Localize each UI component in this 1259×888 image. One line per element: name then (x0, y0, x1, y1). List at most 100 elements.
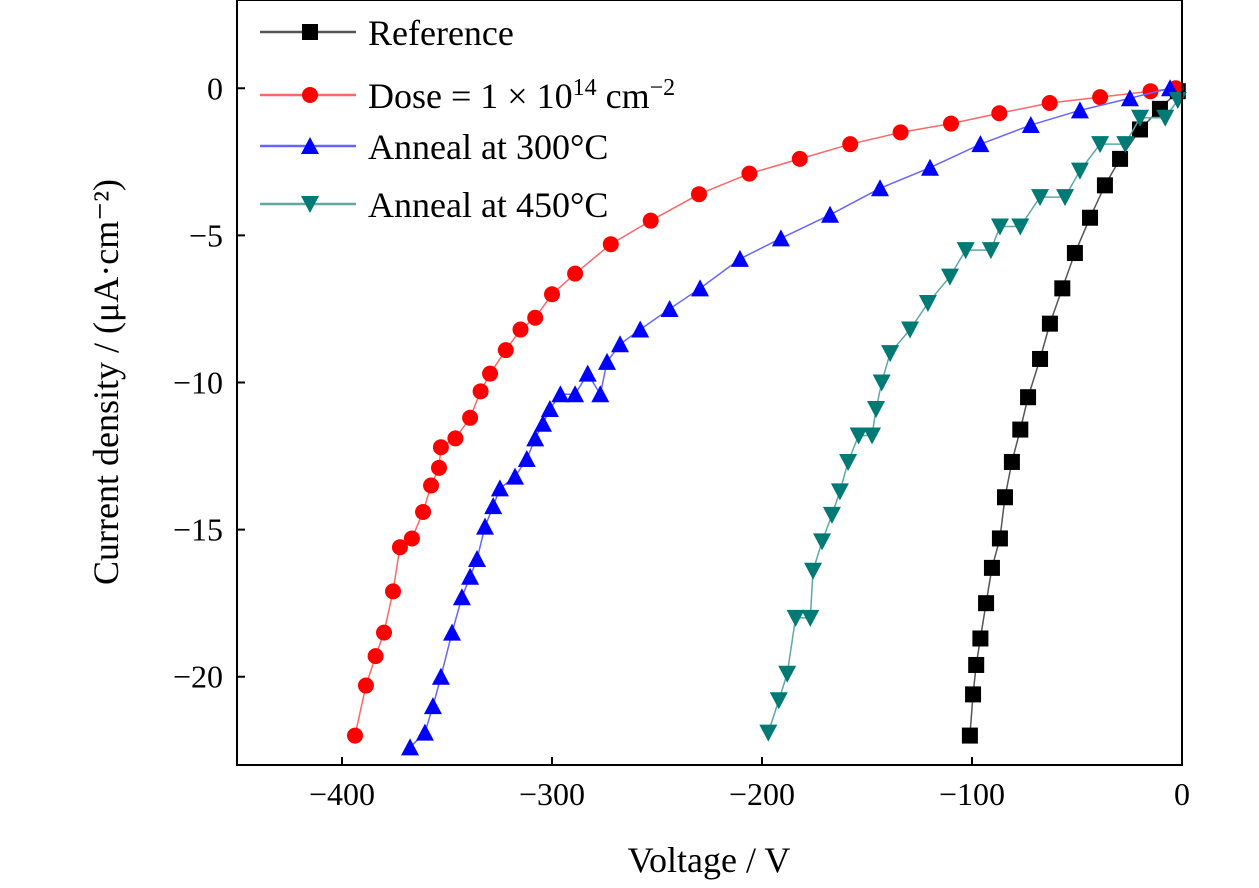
data-point (991, 530, 1008, 547)
data-point (476, 517, 495, 535)
y-tick-label: −20 (173, 659, 223, 695)
data-point (1054, 280, 1071, 297)
data-point (376, 624, 392, 641)
data-point (1031, 189, 1050, 207)
data-point (423, 477, 440, 494)
data-point (965, 686, 982, 703)
data-point (1021, 116, 1040, 134)
legend-label: Dose = 1 × 1014 cm−2 (368, 75, 675, 116)
data-point (1092, 89, 1109, 106)
data-point (347, 727, 364, 744)
data-point (918, 295, 937, 313)
data-point (691, 279, 710, 297)
data-point (849, 427, 868, 445)
data-point (484, 497, 503, 515)
legend-label: Anneal at 450°C (368, 185, 608, 225)
y-tick-label: 0 (207, 70, 223, 106)
data-point (1142, 83, 1159, 100)
data-point (527, 309, 544, 326)
y-tick-label: −15 (173, 512, 223, 548)
data-point (981, 242, 1000, 260)
x-tick-label: 0 (1174, 776, 1190, 812)
series-3 (759, 92, 1187, 742)
data-point (551, 385, 570, 403)
data-point (871, 179, 890, 197)
data-point (357, 677, 374, 694)
data-point (472, 383, 489, 400)
data-point (1161, 79, 1180, 97)
x-tick-label: −100 (939, 776, 1005, 812)
data-point (691, 186, 707, 203)
data-point (892, 124, 909, 141)
series-0 (961, 83, 1186, 744)
data-point (771, 229, 790, 247)
data-point (813, 533, 832, 551)
series-line (969, 90, 1179, 736)
data-point (881, 345, 900, 363)
data-point (991, 105, 1008, 122)
data-point (786, 609, 805, 627)
legend-item-0: Reference (260, 13, 514, 53)
data-point (443, 623, 462, 641)
data-point (462, 409, 479, 426)
data-point (968, 656, 985, 673)
ticks-layer: −400 −300 −200 −100 0 0 −5 −10 −15 −20 (173, 70, 1190, 812)
data-point (940, 268, 959, 286)
data-point (778, 665, 797, 683)
data-point (1168, 92, 1187, 110)
data-point (741, 165, 758, 182)
data-point (578, 364, 597, 382)
data-point (1116, 136, 1135, 154)
data-point (598, 352, 617, 370)
data-point (506, 467, 525, 485)
legend-label: Anneal at 300°C (368, 127, 608, 167)
x-tick-label: −300 (519, 776, 585, 812)
data-point (447, 430, 464, 447)
data-point (830, 483, 849, 501)
data-point (1070, 162, 1089, 180)
data-point (1012, 421, 1029, 438)
data-point (990, 218, 1009, 236)
data-point (996, 489, 1013, 506)
data-point (1156, 109, 1175, 127)
data-point (1070, 101, 1089, 119)
data-point (971, 135, 990, 153)
data-point (1066, 245, 1083, 262)
data-point (567, 265, 584, 282)
data-point (497, 342, 514, 359)
data-point (591, 385, 610, 403)
data-point (468, 550, 487, 568)
data-point (972, 630, 989, 647)
data-point (1011, 218, 1030, 236)
series-1 (347, 80, 1184, 744)
legend-marker (302, 24, 318, 40)
data-point (415, 503, 432, 520)
data-point (415, 723, 434, 741)
data-point (759, 724, 778, 742)
data-point (801, 609, 820, 627)
data-point (401, 738, 420, 756)
data-point (1082, 209, 1099, 226)
data-point (482, 365, 499, 382)
legend-item-3: Anneal at 450°C (260, 185, 608, 225)
x-tick-label: −200 (729, 776, 795, 812)
legend-label: Reference (368, 13, 514, 53)
data-point (602, 236, 619, 253)
data-point (391, 539, 408, 556)
legend-item-2: Anneal at 300°C (260, 127, 608, 167)
legend-marker (302, 87, 318, 103)
data-point (490, 479, 509, 497)
series-layer (347, 79, 1187, 756)
data-point (431, 459, 448, 476)
data-point (1091, 136, 1110, 154)
data-point (566, 385, 585, 403)
data-point (611, 335, 630, 353)
data-point (403, 530, 420, 547)
data-point (461, 567, 480, 585)
data-point (961, 727, 978, 744)
data-point (1041, 94, 1058, 111)
data-point (956, 242, 975, 260)
data-point (804, 562, 823, 580)
data-point (842, 136, 859, 153)
